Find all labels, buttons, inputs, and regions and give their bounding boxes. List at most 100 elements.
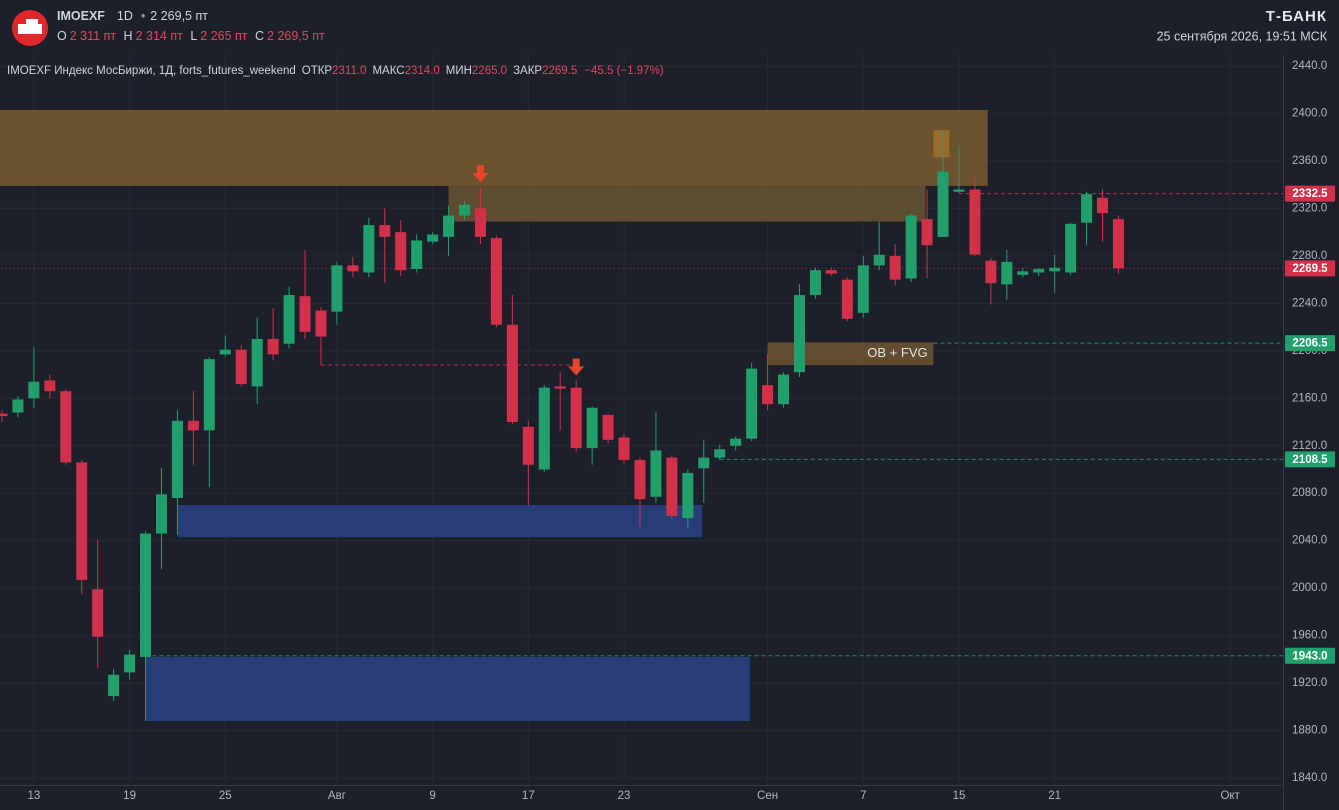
y-tick-label: 2440.0 <box>1292 60 1327 72</box>
y-tick-label: 2080.0 <box>1292 487 1327 499</box>
candle-body <box>203 359 215 431</box>
price-label-bg <box>1285 451 1335 468</box>
x-tick-label: 13 <box>27 790 40 802</box>
y-tick-label: 2360.0 <box>1292 155 1327 167</box>
candle-body <box>1081 194 1093 223</box>
y-tick-label: 1920.0 <box>1292 677 1327 689</box>
candle-body <box>44 380 56 392</box>
y-tick-label: 2120.0 <box>1292 440 1327 452</box>
zone <box>767 342 934 366</box>
candle-body <box>825 270 837 274</box>
candle-body <box>762 385 774 405</box>
candle-body <box>28 381 40 399</box>
y-tick-label: 2280.0 <box>1292 250 1327 262</box>
candle-body <box>171 420 183 498</box>
price-label-bg <box>1285 335 1335 352</box>
legend-key: МАКС <box>372 65 404 77</box>
zone <box>145 656 751 722</box>
candle-body <box>778 374 790 405</box>
y-tick-label: 1880.0 <box>1292 725 1327 737</box>
candle-body <box>1112 219 1124 269</box>
symbol: IMOEXF <box>57 9 105 23</box>
candle-body <box>490 238 502 325</box>
zone <box>0 109 988 186</box>
y-tick-label: 2040.0 <box>1292 535 1327 547</box>
candle-body <box>299 296 311 332</box>
candle-body <box>474 208 486 237</box>
candle-body <box>124 654 136 673</box>
candle-body <box>1097 197 1109 214</box>
candle-body <box>682 473 694 519</box>
candle-body <box>60 391 72 463</box>
candle-body <box>140 533 152 657</box>
zone <box>177 505 703 538</box>
candle-body <box>92 589 104 637</box>
candle-body <box>730 438 742 446</box>
price-label: 2108.5 <box>1292 454 1328 466</box>
candle-body <box>427 234 439 242</box>
brand: Т-БАНК <box>1266 8 1327 25</box>
candle-body <box>1033 268 1045 273</box>
candle-body <box>985 260 997 284</box>
candle-body <box>666 457 678 516</box>
candle-body <box>538 387 550 470</box>
candle-body <box>953 189 965 192</box>
candle-body <box>921 219 933 246</box>
y-tick-label: 1840.0 <box>1292 772 1327 784</box>
candle-body <box>251 338 263 387</box>
ohlc-value: 2 314 пт <box>136 29 184 43</box>
candle-body <box>554 386 566 389</box>
datetime: 25 сентября 2026, 19:51 МСК <box>1157 29 1328 43</box>
candle-body <box>793 295 805 373</box>
candle-body <box>331 265 343 312</box>
candle-body <box>459 204 471 216</box>
x-tick-label: 21 <box>1048 790 1061 802</box>
x-tick-label: 25 <box>219 790 232 802</box>
y-tick-label: 2240.0 <box>1292 297 1327 309</box>
candle-body <box>315 310 327 337</box>
candle-body <box>602 414 614 440</box>
price-label-bg <box>1285 260 1335 277</box>
candle-body <box>187 420 199 431</box>
zone <box>448 185 926 222</box>
price-label-bg <box>1285 647 1335 664</box>
x-tick-label: Сен <box>757 790 778 802</box>
x-tick-label: Авг <box>328 790 346 802</box>
candle-body <box>443 215 455 237</box>
candle-body <box>586 407 598 449</box>
candle-body <box>219 349 231 355</box>
candle-body <box>857 265 869 313</box>
price-label: 2269.5 <box>1292 263 1328 275</box>
zone <box>933 130 950 158</box>
candle-body <box>570 387 582 449</box>
price-label: 2206.5 <box>1292 338 1328 350</box>
candle-body <box>506 324 518 423</box>
signal-arrow <box>472 165 489 183</box>
axes: 1840.0 1880.0 1920.0 1960.0 2000.0 2040.0 2080… <box>27 60 1335 802</box>
ohlc-key: H <box>124 29 133 43</box>
candle-body <box>969 189 981 255</box>
price-label: 2332.5 <box>1292 188 1328 200</box>
candle-body <box>841 279 853 319</box>
separator: • <box>141 9 145 23</box>
legend-key: МИН <box>446 65 472 77</box>
candle-body <box>522 426 534 465</box>
legend-value: 2269.5 <box>542 65 577 77</box>
logo <box>12 10 48 46</box>
x-tick-label: 17 <box>522 790 535 802</box>
x-tick-label: 19 <box>123 790 136 802</box>
candle-body <box>379 225 391 237</box>
candle-body <box>363 225 375 273</box>
candle-body <box>873 254 885 266</box>
x-tick-label: 23 <box>618 790 631 802</box>
legend-value: 2265.0 <box>472 65 507 77</box>
candle-body <box>746 368 758 439</box>
candle-body <box>714 449 726 458</box>
candle-body <box>347 265 359 272</box>
candle-body <box>108 674 120 697</box>
candle-body <box>905 215 917 279</box>
candle-body <box>634 459 646 500</box>
